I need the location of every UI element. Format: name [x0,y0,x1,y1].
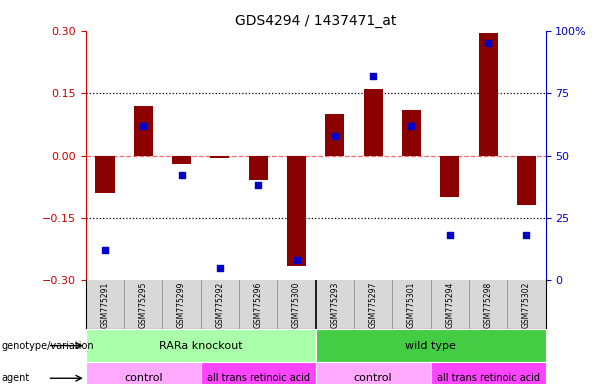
Point [292,257,302,263]
Bar [201,362,316,384]
Bar [364,89,383,156]
Text: GSM775297: GSM775297 [368,281,378,328]
Text: GSM775294: GSM775294 [445,281,454,328]
Text: GSM775293: GSM775293 [330,281,340,328]
Point [406,122,416,129]
Point [368,73,378,79]
Text: GSM775299: GSM775299 [177,281,186,328]
Point [100,247,110,253]
Bar [210,156,229,157]
Point [215,265,225,271]
Bar [479,33,498,156]
Point [253,182,263,189]
Text: wild type: wild type [405,341,456,351]
Text: control: control [354,373,392,383]
Text: RARa knockout: RARa knockout [159,341,243,351]
Bar [249,156,268,180]
Bar [172,156,191,164]
Point [139,122,148,129]
Point [522,232,531,238]
Text: GSM775296: GSM775296 [254,281,263,328]
Text: control: control [124,373,162,383]
Bar [440,156,459,197]
Text: all trans retinoic acid: all trans retinoic acid [207,373,310,383]
Text: GSM775295: GSM775295 [139,281,148,328]
Title: GDS4294 / 1437471_at: GDS4294 / 1437471_at [235,14,397,28]
Text: GSM775300: GSM775300 [292,281,301,328]
Point [330,132,340,139]
Point [445,232,455,238]
Text: GSM775292: GSM775292 [215,281,224,328]
Bar [316,362,430,384]
Bar [517,156,536,205]
Text: GSM775301: GSM775301 [407,281,416,328]
Text: GSM775298: GSM775298 [484,281,493,328]
Bar [96,156,115,193]
Bar [86,329,316,362]
Text: GSM775302: GSM775302 [522,281,531,328]
Bar [134,106,153,156]
Bar [287,156,306,266]
Text: all trans retinoic acid: all trans retinoic acid [436,373,539,383]
Text: GSM775291: GSM775291 [101,281,110,328]
Text: genotype/variation: genotype/variation [1,341,94,351]
Bar [402,110,421,156]
Text: agent: agent [1,373,29,383]
Bar [316,329,546,362]
Bar [326,114,345,156]
Point [483,40,493,46]
Bar [430,362,546,384]
Point [177,172,186,179]
Bar [86,362,201,384]
